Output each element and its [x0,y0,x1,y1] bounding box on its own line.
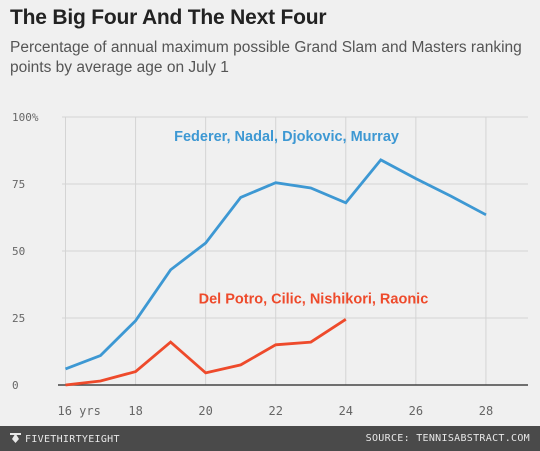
y-tick-label: 0 [12,379,19,392]
brand: FIVETHIRTYEIGHT [10,433,120,445]
series-line-1 [65,318,347,387]
chart-subtitle: Percentage of annual maximum possible Gr… [10,39,522,76]
x-tick-label: 22 [269,404,283,418]
fivethirtyeight-logo-icon [10,433,21,443]
y-tick-label: 100% [12,111,39,124]
y-tick-label: 50 [12,245,25,258]
y-tick-label: 25 [12,312,25,325]
series-line-0 [64,158,487,371]
x-tick-label: 18 [128,404,142,418]
line-chart: 0 25 50 75 100% 16 yrs 18 20 22 24 26 28 Federer, Na… [12,111,528,418]
chart-title: The Big Four And The Next Four [10,6,327,29]
footer-bar: FIVETHIRTYEIGHT SOURCE: TENNISABSTRACT.C… [0,426,540,451]
x-tick-label: 26 [409,404,423,418]
x-tick-label: 24 [339,404,353,418]
x-tick-label: 28 [479,404,493,418]
x-tick-label: 16 yrs [58,404,101,418]
series-annotation-0: Federer, Nadal, Djokovic, Murray [174,129,399,145]
y-tick-label: 75 [12,178,25,191]
series-annotation-1: Del Potro, Cilic, Nishikori, Raonic [199,291,429,307]
brand-label: FIVETHIRTYEIGHT [25,434,120,445]
source-label: SOURCE: TENNISABSTRACT.COM [365,433,530,444]
x-tick-label: 20 [198,404,212,418]
